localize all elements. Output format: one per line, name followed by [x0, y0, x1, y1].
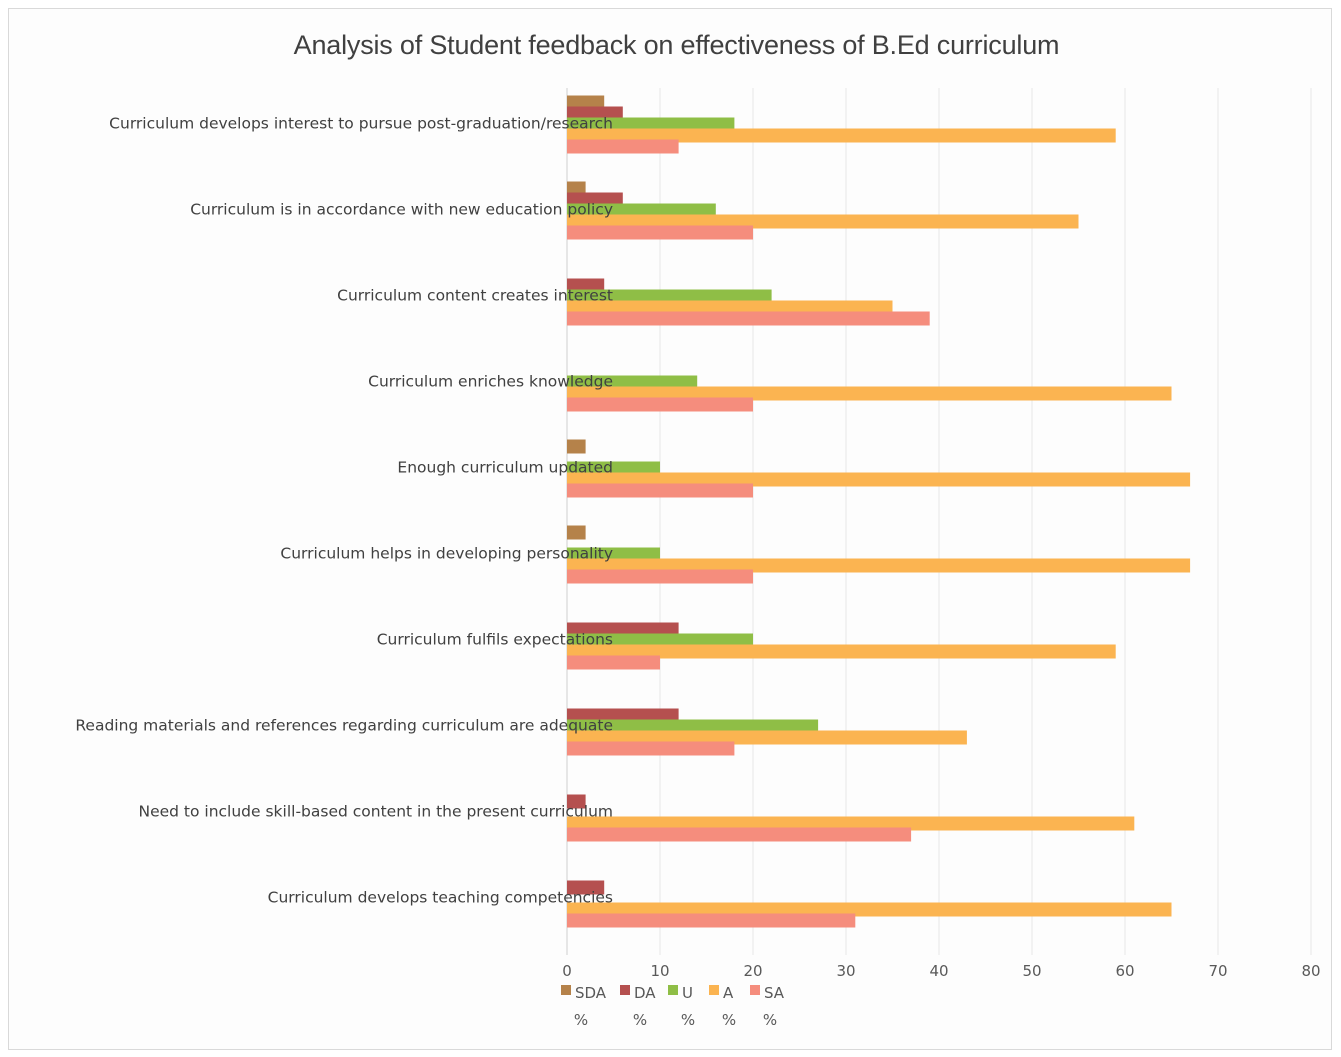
category-label: Curriculum is in accordance with new edu… [190, 201, 613, 219]
legend-unit: % [574, 1011, 588, 1029]
bar-a [567, 902, 1172, 917]
x-tick-label: 70 [1208, 962, 1227, 980]
bar-sa [567, 569, 753, 584]
bar-u [567, 117, 735, 132]
bar-sa [567, 655, 660, 670]
bar-a [567, 128, 1116, 143]
bar-u [567, 289, 772, 304]
x-tick-label: 30 [836, 962, 855, 980]
bar-da [567, 106, 623, 121]
bar-a [567, 386, 1172, 401]
legend-swatch-sda [561, 985, 571, 995]
legend-unit: % [633, 1011, 647, 1029]
bar-u [567, 719, 819, 734]
bar-sda [567, 439, 586, 454]
legend-label: A [723, 984, 734, 1002]
legend-swatch-u [668, 985, 678, 995]
category-label: Curriculum develops teaching competencie… [268, 889, 613, 907]
legend-unit: % [763, 1011, 777, 1029]
legend-label: U [682, 984, 693, 1002]
legend-label: DA [634, 984, 656, 1002]
bar-sda [567, 95, 605, 110]
x-tick-label: 10 [650, 962, 669, 980]
legend-label: SA [764, 984, 785, 1002]
bar-u [567, 547, 660, 562]
chart-title: Analysis of Student feedback on effectiv… [293, 30, 1060, 60]
bar-sa [567, 741, 735, 756]
bar-u [567, 633, 753, 648]
bar-sa [567, 827, 912, 842]
bar-a [567, 644, 1116, 659]
category-label: Curriculum develops interest to pursue p… [109, 115, 613, 133]
x-tick-label: 60 [1115, 962, 1134, 980]
bar-sda [567, 525, 586, 540]
bar-sa [567, 913, 856, 928]
bar-a [567, 816, 1135, 831]
x-tick-label: 0 [562, 962, 572, 980]
legend-swatch-sa [750, 985, 760, 995]
bar-da [567, 192, 623, 207]
bar-a [567, 300, 893, 315]
category-label: Need to include skill-based content in t… [138, 803, 613, 821]
bar-sa [567, 225, 753, 240]
category-label: Curriculum enriches knowledge [368, 373, 613, 391]
bar-da [567, 794, 586, 809]
legend-swatch-a [709, 985, 719, 995]
category-label: Curriculum fulfils expectations [377, 631, 613, 649]
bar-a [567, 558, 1191, 573]
category-label: Enough curriculum updated [397, 459, 613, 477]
bar-u [567, 375, 698, 390]
bar-a [567, 214, 1079, 229]
bar-da [567, 708, 679, 723]
x-tick-label: 20 [743, 962, 762, 980]
bar-a [567, 472, 1191, 487]
category-label: Curriculum content creates interest [337, 287, 613, 305]
x-tick-label: 80 [1301, 962, 1320, 980]
x-tick-label: 50 [1022, 962, 1041, 980]
category-label: Reading materials and references regardi… [75, 717, 613, 735]
bar-da [567, 622, 679, 637]
bar-da [567, 278, 605, 293]
bar-sa [567, 397, 753, 412]
bar-u [567, 203, 716, 218]
bar-u [567, 461, 660, 476]
legend-swatch-da [620, 985, 630, 995]
bar-a [567, 730, 967, 745]
bar-sa [567, 311, 930, 326]
legend-unit: % [681, 1011, 695, 1029]
bar-sa [567, 139, 679, 154]
category-label: Curriculum helps in developing personali… [280, 545, 613, 563]
chart-frame [8, 8, 1332, 1050]
bar-sa [567, 483, 753, 498]
legend-unit: % [722, 1011, 736, 1029]
legend-label: SDA [575, 984, 607, 1002]
bar-sda [567, 181, 586, 196]
bar-da [567, 880, 605, 895]
x-tick-label: 40 [929, 962, 948, 980]
